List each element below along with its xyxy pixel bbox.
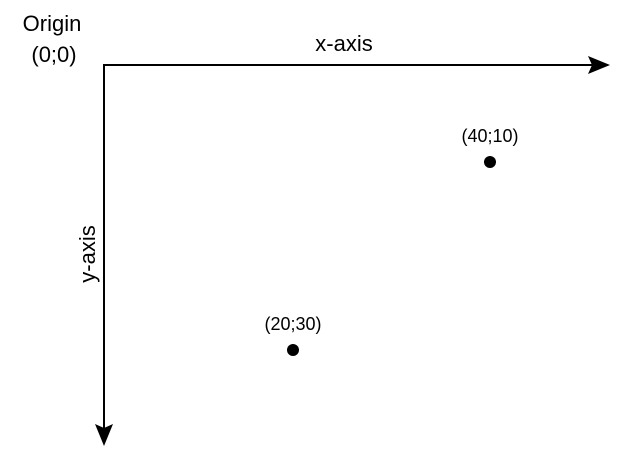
point-marker (484, 156, 496, 168)
point-20-30: (20;30) (264, 314, 322, 356)
y-axis-label: y-axis (75, 225, 100, 282)
x-axis-label: x-axis (315, 31, 372, 56)
point-marker (287, 344, 299, 356)
y-axis-arrow-icon (95, 424, 113, 446)
x-axis (104, 56, 610, 74)
point-label: (40;10) (461, 126, 518, 146)
origin-coords: (0;0) (31, 42, 76, 67)
point-label: (20;30) (264, 314, 321, 334)
x-axis-arrow-icon (588, 56, 610, 74)
y-axis (95, 64, 113, 446)
point-40-10: (40;10) (461, 126, 519, 168)
origin-title: Origin (23, 11, 82, 36)
